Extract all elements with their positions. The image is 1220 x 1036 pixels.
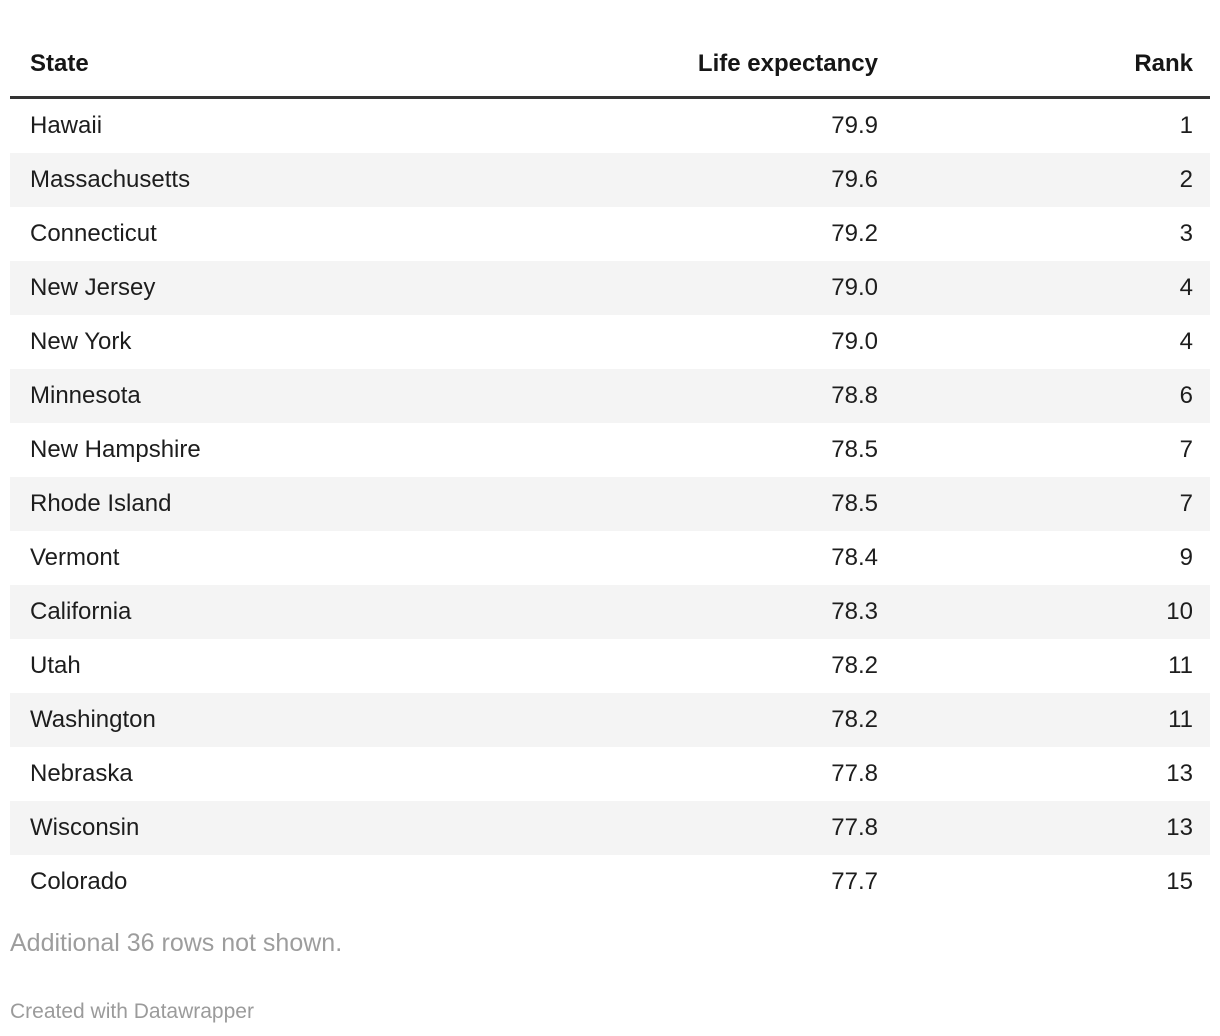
cell-rank: 7 [1179, 490, 1193, 517]
cell-life-expectancy: 78.4 [831, 544, 878, 571]
datawrapper-attribution: Created with Datawrapper [10, 1000, 254, 1023]
cell-life-expectancy: 79.0 [831, 274, 878, 301]
cell-state: Utah [30, 652, 81, 679]
table-row: Hawaii 79.9 1 [10, 98, 1210, 154]
cell-rank: 4 [1179, 328, 1193, 355]
cell-state: Wisconsin [30, 814, 140, 841]
table-row: Minnesota 78.8 6 [10, 369, 1210, 423]
cell-life-expectancy: 77.7 [831, 868, 878, 895]
cell-state: Connecticut [30, 220, 157, 247]
cell-rank: 9 [1179, 544, 1193, 571]
table-row: Massachusetts 79.6 2 [10, 153, 1210, 207]
table-row: Connecticut 79.2 3 [10, 207, 1210, 261]
cell-rank: 13 [1166, 814, 1193, 841]
cell-state: New Jersey [30, 274, 156, 301]
cell-state: Washington [30, 706, 156, 733]
cell-rank: 13 [1166, 760, 1193, 787]
cell-life-expectancy: 79.6 [831, 166, 878, 193]
cell-state: Minnesota [30, 382, 141, 409]
column-header-state: State [10, 36, 530, 99]
column-header-rank: Rank [898, 36, 1210, 99]
cell-rank: 1 [1179, 112, 1193, 139]
cell-rank: 7 [1179, 436, 1193, 463]
cell-life-expectancy: 78.2 [831, 652, 878, 679]
cell-rank: 2 [1179, 166, 1193, 193]
cell-state: Nebraska [30, 760, 133, 787]
cell-life-expectancy: 78.3 [831, 598, 878, 625]
cell-state: New York [30, 328, 132, 355]
column-header-life-expectancy: Life expectancy [530, 36, 898, 99]
table-body: Hawaii 79.9 1 Massachusetts 79.6 2 Connecticut… [10, 98, 1210, 910]
life-expectancy-table: State Life expectancy Rank Hawaii 79.9 1 Ma… [10, 36, 1210, 909]
cell-life-expectancy: 79.9 [831, 112, 878, 139]
cell-state: California [30, 598, 132, 625]
cell-state: Hawaii [30, 112, 103, 139]
table-row: Washington 78.2 11 [10, 693, 1210, 747]
cell-life-expectancy: 79.2 [831, 220, 878, 247]
cell-rank: 6 [1179, 382, 1193, 409]
cell-rank: 11 [1168, 652, 1193, 679]
cell-state: Vermont [30, 544, 120, 571]
cell-rank: 11 [1168, 706, 1193, 733]
cell-rank: 15 [1166, 868, 1193, 895]
table-row: Nebraska 77.8 13 [10, 747, 1210, 801]
cell-life-expectancy: 79.0 [831, 328, 878, 355]
cell-state: Colorado [30, 868, 128, 895]
table-row: Colorado 77.7 15 [10, 855, 1210, 909]
table-row: New Hampshire 78.5 7 [10, 423, 1210, 477]
table-row: Vermont 78.4 9 [10, 531, 1210, 585]
cell-life-expectancy: 77.8 [831, 814, 878, 841]
table-row: Rhode Island 78.5 7 [10, 477, 1210, 531]
cell-life-expectancy: 78.8 [831, 382, 878, 409]
cell-state: Massachusetts [30, 166, 191, 193]
cell-state: Rhode Island [30, 490, 172, 517]
cell-rank: 3 [1179, 220, 1193, 247]
cell-state: New Hampshire [30, 436, 201, 463]
cell-life-expectancy: 78.5 [831, 436, 878, 463]
cell-life-expectancy: 77.8 [831, 760, 878, 787]
cell-rank: 10 [1166, 598, 1193, 625]
table-row: Utah 78.2 11 [10, 639, 1210, 693]
cell-life-expectancy: 78.2 [831, 706, 878, 733]
table-row: New Jersey 79.0 4 [10, 261, 1210, 315]
table-row: California 78.3 10 [10, 585, 1210, 639]
header-row: State Life expectancy Rank [10, 36, 1210, 99]
table-row: New York 79.0 4 [10, 315, 1210, 369]
cell-life-expectancy: 78.5 [831, 490, 878, 517]
rows-not-shown-note: Additional 36 rows not shown. [10, 929, 343, 957]
cell-rank: 4 [1179, 274, 1193, 301]
table-row: Wisconsin 77.8 13 [10, 801, 1210, 855]
